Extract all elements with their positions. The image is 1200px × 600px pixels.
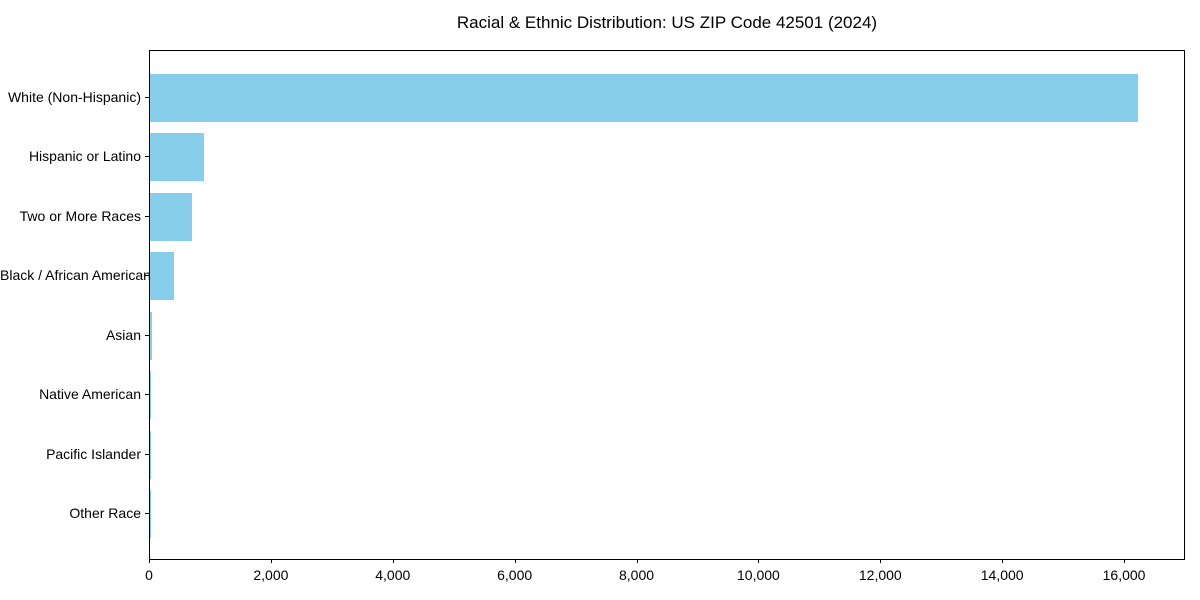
y-tick-mark <box>145 513 149 515</box>
y-tick-mark <box>145 334 149 336</box>
chart-title: Racial & Ethnic Distribution: US ZIP Cod… <box>456 13 878 32</box>
x-tick-label: 4,000 <box>375 567 411 583</box>
y-tick-label-black-african-american: Black / African American <box>0 267 151 284</box>
bar-two-or-more-races <box>150 192 193 241</box>
plot-area <box>149 50 1185 560</box>
x-tick-mark <box>514 559 516 563</box>
x-tick-mark <box>149 559 150 563</box>
x-tick-mark <box>392 559 394 563</box>
x-tick-mark <box>1002 559 1004 563</box>
x-tick-label: 10,000 <box>736 567 780 583</box>
y-tick-label-pacific-islander: Pacific Islander <box>46 445 141 462</box>
bar-black-african-american <box>150 252 174 301</box>
y-tick-mark <box>145 275 149 277</box>
x-tick-mark <box>880 559 882 563</box>
y-tick-mark <box>145 453 149 455</box>
x-tick-label: 8,000 <box>618 567 655 583</box>
x-tick-label: 2,000 <box>253 567 289 583</box>
x-tick-mark <box>636 559 638 563</box>
bar-white-non-hispanic <box>150 73 1139 122</box>
y-tick-mark <box>145 96 149 98</box>
bar-native-american <box>150 371 151 420</box>
x-tick-mark <box>1124 559 1126 563</box>
x-tick-mark <box>758 559 760 563</box>
x-tick-mark <box>270 559 272 563</box>
x-tick-label: 12,000 <box>858 567 902 583</box>
x-tick-label: 14,000 <box>980 567 1024 583</box>
y-tick-label-hispanic-or-latino: Hispanic or Latino <box>28 148 141 165</box>
y-tick-mark <box>145 156 149 158</box>
bar-hispanic-or-latino <box>150 133 204 182</box>
y-tick-label-two-or-more-races: Two or More Races <box>19 207 141 224</box>
x-tick-label: 0 <box>145 567 153 583</box>
x-tick-label: 6,000 <box>497 567 533 583</box>
y-tick-mark <box>145 215 149 217</box>
y-tick-label-other-race: Other Race <box>69 505 141 522</box>
y-tick-mark <box>145 394 149 396</box>
y-tick-label-white-non-hispanic: White (Non-Hispanic) <box>7 88 141 105</box>
y-tick-label-native-american: Native American <box>39 386 141 403</box>
x-tick-label: 16,000 <box>1102 567 1146 583</box>
bar-asian <box>150 311 152 360</box>
y-tick-label-asian: Asian <box>105 326 141 343</box>
